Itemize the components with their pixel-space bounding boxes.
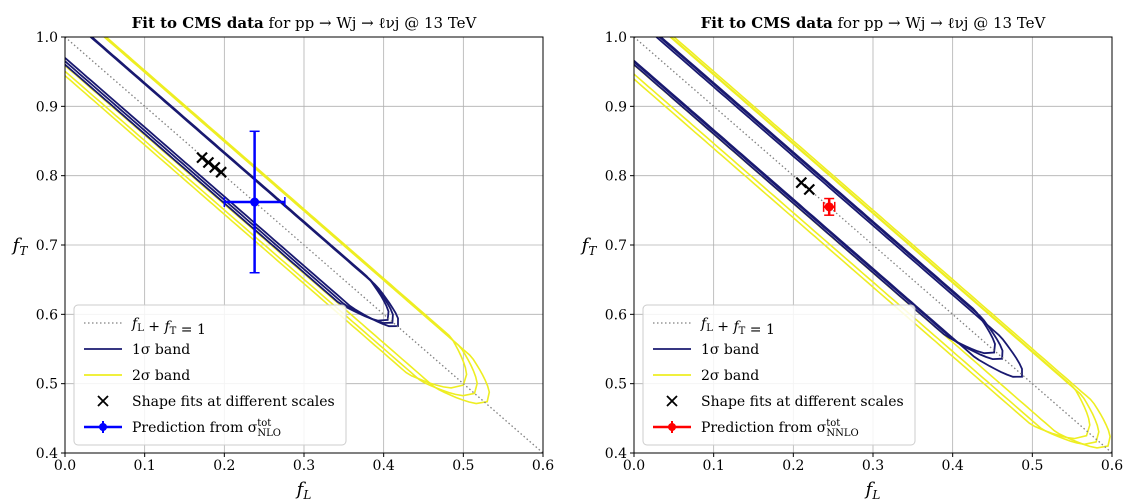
legend-label-prediction: Prediction from σtot NLO (132, 418, 281, 439)
plot-area (65, 37, 543, 453)
x-tick-label: 0.2 (213, 458, 235, 474)
legend-label-diagonal: fL + fT = 1 (700, 316, 775, 338)
y-tick-label: 0.5 (36, 377, 58, 393)
x-tick-label: 0.3 (862, 458, 884, 474)
legend-label-scale-fits: Shape fits at different scales (701, 394, 904, 410)
y-axis-label: fT (580, 235, 598, 258)
y-tick-label: 0.9 (36, 99, 58, 115)
one-sigma-contour (634, 37, 1023, 378)
y-tick-label: 0.9 (605, 99, 627, 115)
x-tick-label: 0.1 (134, 458, 156, 474)
y-tick-label: 0.7 (36, 238, 58, 254)
scale-fit-marker (803, 183, 816, 196)
legend-label-two-sigma: 2σ band (132, 368, 190, 384)
one-sigma-contour (65, 37, 394, 324)
x-tick-label: 0.0 (623, 458, 645, 474)
x-tick-label: 0.5 (1021, 458, 1043, 474)
legend-label-prediction: Prediction from σtot NNLO (701, 418, 859, 439)
chart-title: Fit to CMS data for pp → Wj → ℓνj @ 13 T… (701, 14, 1047, 32)
x-tick-label: 0.1 (703, 458, 725, 474)
y-tick-label: 1.0 (36, 30, 58, 46)
chart-title: Fit to CMS data for pp → Wj → ℓνj @ 13 T… (132, 14, 478, 32)
y-tick-label: 0.7 (605, 238, 627, 254)
x-tick-label: 0.2 (782, 458, 804, 474)
plot-area (634, 37, 1112, 453)
diagonal-line (634, 37, 1112, 453)
two-sigma-contour (634, 37, 1100, 446)
legend-label-one-sigma: 1σ band (701, 342, 759, 358)
legend: fL + fT = 1 1σ band 2σ band Shape fits at d… (73, 304, 347, 446)
legend-box (73, 304, 347, 446)
y-axis-label: fT (11, 235, 29, 258)
x-axis-label: fL (864, 479, 881, 499)
legend-handle-scale-fits (666, 395, 678, 407)
y-tick-label: 0.8 (605, 169, 627, 185)
y-tick-label: 0.8 (36, 169, 58, 185)
panel-1: 0.0 0.1 0.2 0.3 0.4 0.5 0.6 0.4 0.5 0.6 0.7 0.8 0.9 1… (11, 14, 555, 499)
x-tick-label: 0.3 (293, 458, 315, 474)
legend-box (642, 304, 916, 446)
x-tick-label: 0.4 (373, 458, 395, 474)
x-axis-label: fL (295, 479, 312, 499)
y-tick-label: 0.6 (36, 307, 58, 323)
two-sigma-contour (65, 37, 468, 389)
panel-2: 0.0 0.1 0.2 0.3 0.4 0.5 0.6 0.4 0.5 0.6 0.7 0.8 0.9 1… (580, 14, 1124, 499)
diagonal-line (65, 37, 543, 453)
one-sigma-contour (65, 37, 390, 322)
scale-fit-marker (215, 166, 227, 178)
prediction-point (824, 202, 834, 212)
x-tick-label: 0.0 (54, 458, 76, 474)
legend-label-two-sigma: 2σ band (701, 368, 759, 384)
y-tick-label: 0.4 (605, 446, 627, 462)
x-tick-label: 0.6 (1101, 458, 1123, 474)
legend-label-one-sigma: 1σ band (132, 342, 190, 358)
legend: fL + fT = 1 1σ band 2σ band Shape fits at d… (642, 304, 916, 446)
legend-handle-prediction-point (99, 423, 107, 431)
y-tick-label: 0.4 (36, 446, 58, 462)
legend-label-diagonal: fL + fT = 1 (131, 316, 206, 338)
one-sigma-contour (634, 37, 996, 355)
prediction-point (250, 197, 260, 207)
y-tick-label: 1.0 (605, 30, 627, 46)
x-tick-label: 0.5 (452, 458, 474, 474)
legend-handle-prediction-point (668, 423, 676, 431)
y-tick-label: 0.6 (605, 307, 627, 323)
one-sigma-contour (65, 37, 399, 328)
legend-handle-scale-fits (97, 395, 109, 407)
y-tick-label: 0.5 (605, 377, 627, 393)
x-tick-label: 0.6 (532, 458, 554, 474)
x-tick-label: 0.4 (942, 458, 964, 474)
legend-label-scale-fits: Shape fits at different scales (132, 394, 335, 410)
